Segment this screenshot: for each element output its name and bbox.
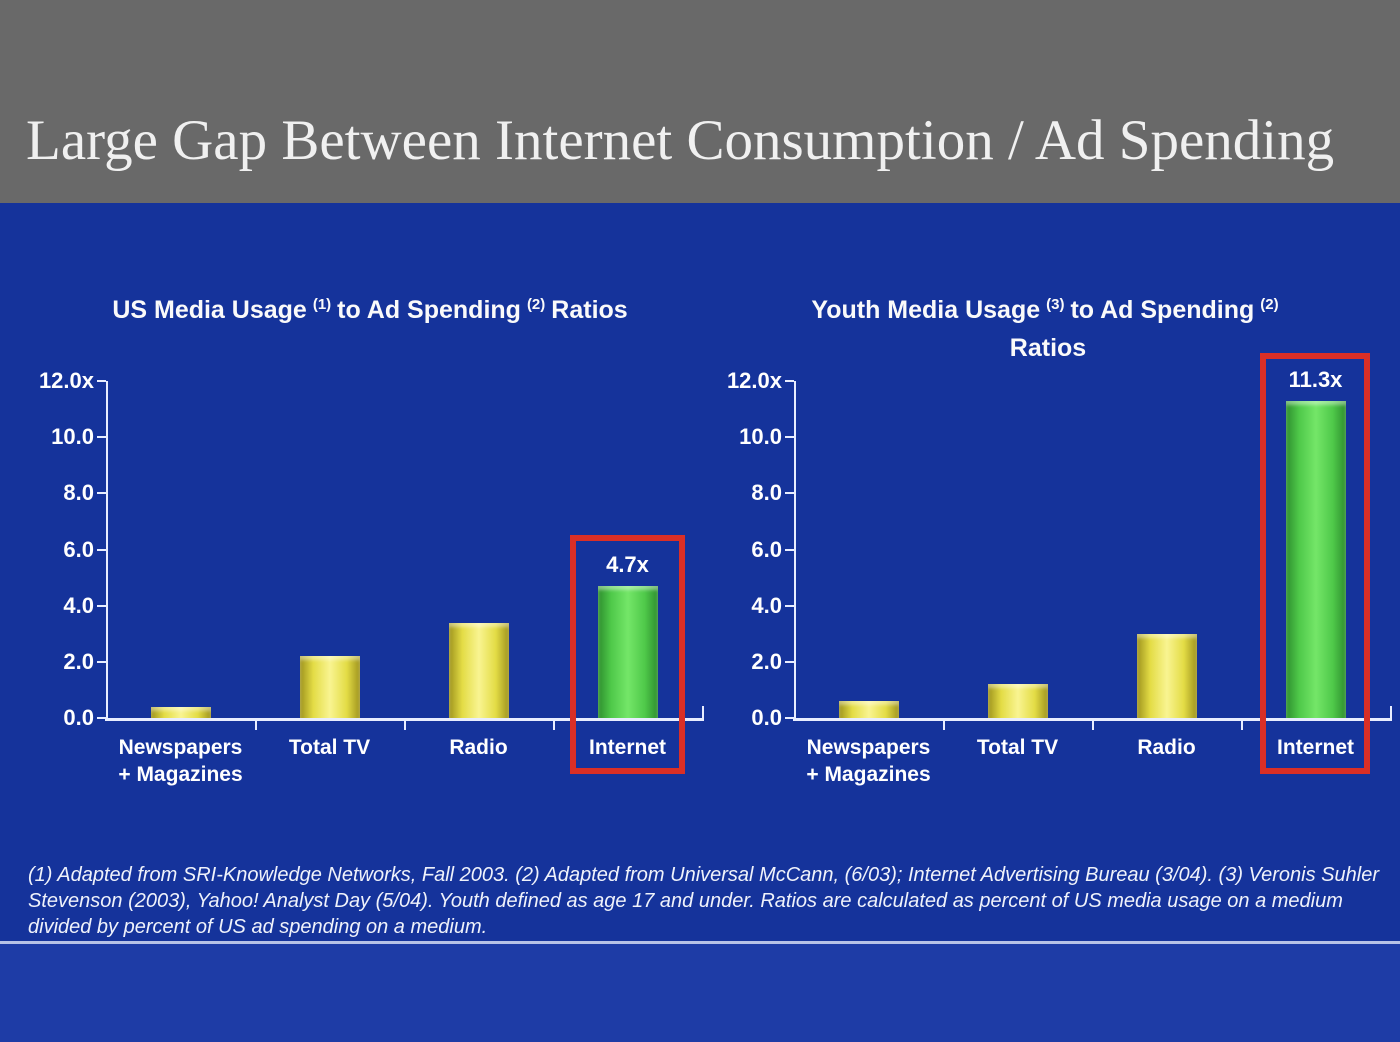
y-tick-label: 0.0 <box>751 705 782 730</box>
footnote-ref-2: (2) <box>526 296 546 313</box>
category-label-newspapers-magazines: Newspapers + Magazines <box>806 736 931 786</box>
footnote-ref-2: (2) <box>1260 296 1279 313</box>
chart-title-youth-media: Youth Media Usage (3) to Ad Spending (2) Ra… <box>748 293 1348 365</box>
x-tick <box>553 721 555 730</box>
category-label-internet: Internet <box>1276 736 1354 759</box>
footnote-text: (1) Adapted from SRI-Knowledge Networks,… <box>28 864 1379 938</box>
y-tick <box>97 436 106 439</box>
category-label-radio: Radio <box>1137 736 1196 759</box>
page-title: Large Gap Between Internet Consumption /… <box>26 109 1335 172</box>
y-tick-label: 6.0 <box>63 536 94 562</box>
y-tick-label: 10.0 <box>51 424 94 450</box>
highlight-box <box>570 535 685 774</box>
category-label-total-tv: Total TV <box>976 736 1059 759</box>
bar-radio <box>1136 634 1197 718</box>
value-label: 11.3x <box>1288 367 1343 392</box>
footer-band: MorganStanley 43 Yourseeker <box>0 944 1400 1042</box>
footnote-ref-3: (3) <box>1046 296 1065 313</box>
y-tick-label: 0.0 <box>63 705 94 730</box>
chart-title-text: to Ad Spending <box>1070 296 1255 324</box>
bar-newspapers-magazines <box>150 707 211 718</box>
chart-title-text: to Ad Spending <box>337 296 521 324</box>
y-tick-label: 12.0x <box>726 368 782 393</box>
y-tick-label: 10.0 <box>739 424 782 450</box>
y-tick-label: 8.0 <box>63 480 94 506</box>
chart-title-text: Youth Media Usage <box>811 296 1041 324</box>
y-tick <box>785 548 794 551</box>
y-tick-label: 2.0 <box>751 648 782 674</box>
x-axis <box>105 718 704 721</box>
x-tick <box>1241 721 1243 730</box>
chart-title-text: Ratios <box>551 296 628 324</box>
y-tick <box>785 604 794 607</box>
x-tick <box>943 721 945 730</box>
y-tick-label: 8.0 <box>751 480 782 506</box>
chart-title-us-media: US Media Usage (1) to Ad Spending (2) Ratios <box>30 293 710 331</box>
category-label-total-tv: Total TV <box>288 736 371 759</box>
x-axis <box>793 718 1392 721</box>
axis-end-tick <box>1390 706 1392 718</box>
y-axis <box>794 381 796 718</box>
value-label: 4.7x <box>606 552 649 577</box>
highlight-box <box>1260 353 1370 774</box>
y-tick <box>785 717 794 719</box>
y-tick <box>785 436 794 439</box>
x-tick <box>404 721 406 730</box>
y-tick-label: 12.0x <box>38 368 94 393</box>
y-tick-label: 4.0 <box>63 592 94 618</box>
y-tick-label: 6.0 <box>751 536 782 562</box>
y-axis <box>106 381 108 718</box>
y-tick <box>97 717 106 719</box>
category-label-newspapers-magazines: Newspapers + Magazines <box>118 736 243 786</box>
slide-header-band: Large Gap Between Internet Consumption /… <box>0 0 1400 203</box>
bar-newspapers-magazines <box>838 701 899 718</box>
chart-title-line-2: Ratios <box>1009 334 1087 362</box>
bar-internet <box>597 586 658 718</box>
category-label-internet: Internet <box>588 736 666 759</box>
y-tick <box>785 492 794 495</box>
y-tick-label: 4.0 <box>751 592 782 618</box>
x-tick <box>1092 721 1094 730</box>
chart-title-line-1: Youth Media Usage (3) to Ad Spending (2) <box>748 293 1348 331</box>
category-label-radio: Radio <box>449 736 508 759</box>
bar-total-tv <box>299 656 360 718</box>
y-tick <box>97 492 106 495</box>
y-tick <box>97 660 106 663</box>
bar-internet <box>1285 401 1346 718</box>
bar-total-tv <box>987 684 1048 718</box>
footer-separator-line <box>0 941 1400 944</box>
y-tick <box>785 660 794 663</box>
bar-radio <box>448 623 509 718</box>
x-tick <box>255 721 257 730</box>
y-tick <box>97 604 106 607</box>
y-tick <box>785 380 794 382</box>
chart-title-text: US Media Usage <box>112 296 307 324</box>
y-tick <box>97 548 106 551</box>
footnote-ref-1: (1) <box>312 296 332 313</box>
y-tick <box>97 380 106 382</box>
axis-end-tick <box>702 706 704 718</box>
y-tick-label: 2.0 <box>63 648 94 674</box>
